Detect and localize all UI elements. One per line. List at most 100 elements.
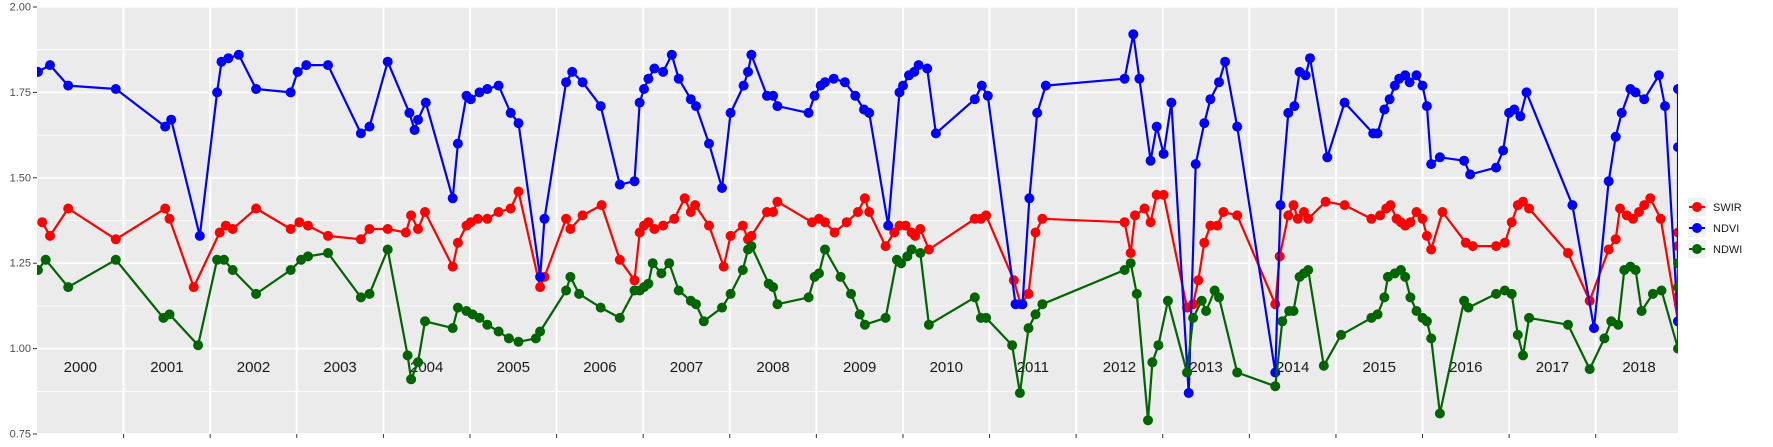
point-ndwi (1405, 292, 1416, 303)
point-ndvi (1673, 142, 1678, 153)
y-axis: 0.75 1.00 1.25 1.50 1.75 2.00 (10, 2, 37, 441)
point-ndvi (1639, 94, 1650, 105)
legend: SWIR NDVI NDWI (1688, 198, 1742, 258)
point-ndvi (643, 73, 654, 84)
point-swir (1139, 203, 1150, 214)
point-ndvi (639, 84, 649, 94)
point-ndwi (447, 323, 458, 334)
year-label: 2001 (150, 359, 183, 376)
point-ndwi (219, 254, 229, 265)
year-label: 2015 (1363, 359, 1396, 376)
point-ndvi (251, 84, 262, 94)
point-swir (400, 227, 411, 238)
point-ndvi (1158, 148, 1169, 159)
point-ndvi (1214, 77, 1224, 88)
point-ndvi (1145, 155, 1156, 166)
point-ndwi (1599, 333, 1610, 344)
point-ndvi (704, 138, 714, 149)
point-swir (1288, 200, 1299, 211)
point-ndvi (1673, 84, 1678, 94)
point-swir (1499, 237, 1510, 248)
point-ndvi (898, 80, 908, 91)
point-swir (852, 207, 863, 217)
point-ndvi (1421, 101, 1432, 112)
point-ndwi (1372, 309, 1383, 320)
point-ndwi (923, 319, 934, 330)
point-swir (1151, 189, 1162, 200)
point-ndwi (1303, 265, 1314, 275)
point-swir (649, 224, 660, 234)
point-ndvi (233, 49, 244, 60)
point-ndwi (285, 265, 296, 275)
point-swir (1645, 193, 1656, 204)
point-ndvi (37, 66, 43, 77)
point-swir (1411, 207, 1422, 217)
point-ndvi (883, 220, 894, 231)
point-ndwi (746, 241, 757, 252)
point-swir (413, 224, 423, 234)
point-ndvi (803, 107, 814, 118)
point-ndvi (1384, 94, 1395, 105)
point-swir (513, 186, 524, 197)
point-ndwi (969, 292, 980, 303)
point-ndwi (1630, 265, 1641, 275)
point-ndvi (1417, 80, 1428, 91)
point-swir (1205, 220, 1216, 231)
point-swir (1655, 213, 1666, 224)
point-ndwi (1188, 312, 1199, 323)
point-swir (1563, 248, 1573, 258)
point-ndwi (37, 265, 43, 275)
point-ndwi (1518, 350, 1528, 361)
point-swir (1417, 213, 1428, 224)
point-ndwi (493, 326, 504, 337)
point-ndwi (896, 258, 907, 269)
point-ndvi (1220, 56, 1231, 67)
point-ndvi (738, 80, 749, 91)
point-swir (1125, 248, 1136, 258)
point-ndwi (1524, 312, 1535, 323)
point-swir (303, 220, 313, 231)
point-ndvi (413, 114, 423, 125)
point-ndvi (1465, 169, 1476, 180)
point-ndwi (40, 254, 51, 265)
point-ndvi (691, 101, 701, 112)
point-swir (658, 220, 669, 231)
year-label: 2009 (843, 359, 876, 376)
point-swir (1023, 288, 1034, 299)
legend-label-swir: SWIR (1713, 202, 1742, 214)
point-ndvi (666, 49, 677, 60)
point-ndvi (45, 60, 55, 71)
point-ndwi (814, 268, 824, 279)
point-ndvi (828, 73, 839, 84)
point-swir (629, 275, 640, 286)
point-ndwi (561, 285, 572, 296)
point-swir (669, 213, 680, 224)
point-ndwi (915, 248, 926, 258)
point-ndwi (1147, 357, 1158, 368)
point-swir (110, 234, 121, 245)
point-swir (889, 227, 900, 238)
point-ndwi (513, 336, 524, 347)
point-swir (1628, 213, 1638, 224)
point-swir (859, 193, 870, 204)
point-ndvi (1134, 73, 1145, 84)
point-swir (1385, 200, 1396, 211)
year-label: 2016 (1449, 359, 1482, 376)
point-swir (37, 217, 48, 228)
point-ndvi (1339, 97, 1350, 108)
point-ndwi (474, 312, 485, 323)
point-ndvi (673, 73, 684, 84)
point-ndvi (1372, 128, 1383, 139)
point-swir (1437, 207, 1448, 217)
point-ndwi (673, 285, 684, 296)
point-swir (1188, 299, 1199, 310)
point-swir (214, 227, 225, 238)
point-ndvi (166, 114, 177, 125)
point-swir (160, 203, 171, 214)
point-ndvi (567, 66, 578, 77)
point-ndwi (803, 292, 814, 303)
point-ndvi (743, 66, 753, 77)
point-ndvi (493, 80, 504, 91)
